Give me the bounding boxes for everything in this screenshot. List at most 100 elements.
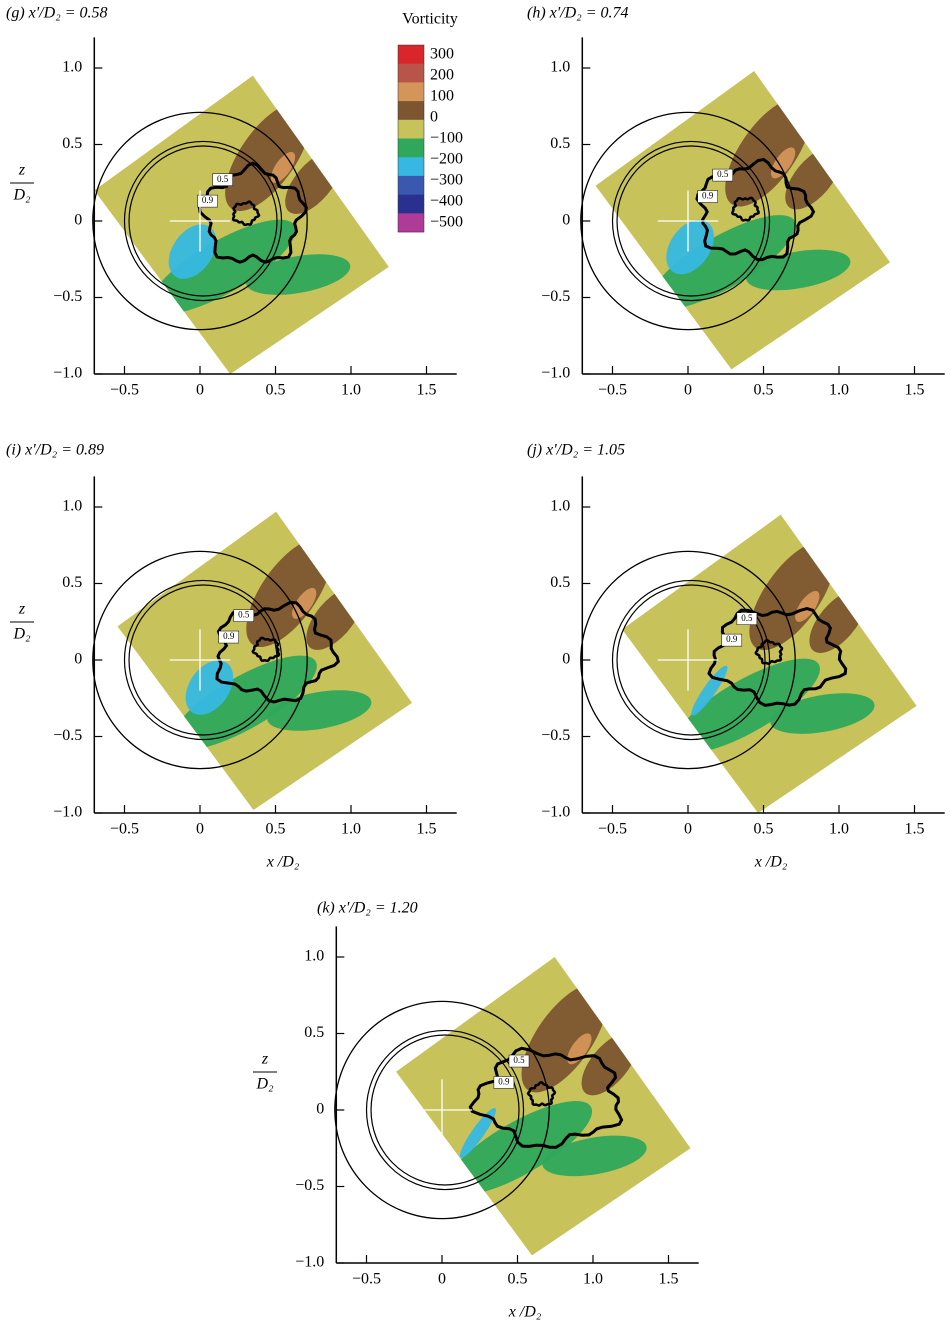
x-tick-label: 0 <box>438 1271 446 1288</box>
y-tick-label: 1.0 <box>62 498 82 515</box>
vorticity-region <box>749 541 835 651</box>
vorticity-region <box>168 224 217 279</box>
legend-label: −200 <box>430 151 463 168</box>
contour-label-box <box>197 194 218 208</box>
y-axis-label: z <box>261 1051 269 1068</box>
panel: 0.5 0.9 −0.5 0 0.5 1.0 1.5 −1.0 −0.5 0 0.5 1.0 (i) x… <box>6 442 457 871</box>
legend-frame <box>397 44 425 233</box>
legend-swatch <box>398 119 424 139</box>
vorticity-region <box>521 983 608 1093</box>
x-tick-label: 0.5 <box>508 1271 528 1288</box>
y-tick-label: 0 <box>562 651 570 668</box>
y-tick-label: 0 <box>562 212 570 229</box>
panel: 0.5 0.9 −0.5 0 0.5 1.0 1.5 −1.0 −0.5 0 0.5 1.0 (k) x… <box>253 900 699 1321</box>
y-tick-label: 0.5 <box>550 135 570 152</box>
y-axis-label: z <box>18 162 26 179</box>
y-tick-label: −0.5 <box>53 727 82 744</box>
x-tick-label: 1.5 <box>905 382 925 399</box>
vorticity-region <box>246 254 351 295</box>
contour-line <box>468 1046 624 1149</box>
x-axis-label: x /D₂ <box>266 854 300 871</box>
jet-circle <box>616 145 766 297</box>
x-axis-label: x /D₂ <box>508 1304 542 1321</box>
panel-title: (g) x'/D₂ = 0.58 <box>6 5 108 22</box>
contour-line <box>251 636 281 663</box>
vorticity-region <box>725 97 811 207</box>
vorticity-region <box>567 1033 592 1065</box>
domain <box>396 957 691 1256</box>
x-tick-label: −0.5 <box>598 821 627 838</box>
contour-label-box <box>712 168 733 182</box>
vorticity-region <box>459 1107 496 1158</box>
jet-circle <box>611 579 771 741</box>
legend-label: −300 <box>430 172 463 189</box>
contour-label: 0.5 <box>717 169 729 179</box>
contour-label: 0.5 <box>741 613 753 623</box>
panel-title: (h) x'/D₂ = 0.74 <box>527 5 629 22</box>
vorticity-region <box>542 1135 647 1177</box>
x-tick-label: −0.5 <box>110 382 139 399</box>
y-tick-label: −0.5 <box>53 288 82 305</box>
contour-label-box <box>218 630 239 644</box>
legend-swatch <box>398 138 424 158</box>
y-tick-label: −1.0 <box>53 365 82 382</box>
vorticity-region <box>445 1101 593 1196</box>
jet-circle <box>580 550 796 770</box>
contour-label: 0.5 <box>217 174 229 184</box>
vorticity-region <box>746 249 851 291</box>
jet-circle <box>616 584 766 736</box>
contour-label: 0.9 <box>498 1077 510 1087</box>
y-tick-label: 0.5 <box>550 574 570 591</box>
y-tick-label: −0.5 <box>541 288 570 305</box>
contour-label-box <box>721 633 743 647</box>
x-tick-label: 0.5 <box>266 382 286 399</box>
x-tick-label: 1.5 <box>905 821 925 838</box>
x-tick-label: −0.5 <box>110 821 139 838</box>
y-tick-label: 0.5 <box>62 574 82 591</box>
x-tick-label: 1.5 <box>417 821 437 838</box>
contour-line <box>695 157 816 262</box>
jet-circle <box>611 140 771 302</box>
panel: 0.5 0.9 −0.5 0 0.5 1.0 1.5 −1.0 −0.5 0 0.5 1.0 (g) x… <box>6 5 463 399</box>
y-tick-label: −1.0 <box>53 804 82 821</box>
x-tick-label: −0.5 <box>352 1271 381 1288</box>
panel-title: (k) x'/D₂ = 1.20 <box>317 900 418 917</box>
jet-circle <box>92 111 308 331</box>
contour-label-box <box>212 173 233 186</box>
x-tick-label: 0 <box>196 382 204 399</box>
jet-circle <box>128 584 278 736</box>
y-tick-label: 1.0 <box>550 498 570 515</box>
y-tick-label: −1.0 <box>541 365 570 382</box>
legend-swatch <box>398 157 424 177</box>
y-tick-label: 0 <box>74 212 82 229</box>
x-tick-label: 0 <box>684 821 692 838</box>
legend-label: −400 <box>430 193 463 210</box>
legend-label: −500 <box>430 214 463 231</box>
y-tick-label: −1.0 <box>295 1254 324 1271</box>
contour-line <box>730 196 760 222</box>
x-tick-label: −0.5 <box>598 382 627 399</box>
jet-circle <box>580 111 796 331</box>
vorticity-region <box>246 538 332 647</box>
contour-label: 0.5 <box>513 1055 525 1065</box>
y-tick-label: 1.0 <box>62 59 82 76</box>
x-tick-label: 0 <box>684 382 692 399</box>
legend-swatch <box>398 175 424 195</box>
x-tick-label: 1.0 <box>829 821 849 838</box>
y-tick-label: 0.5 <box>62 135 82 152</box>
contour-label: 0.9 <box>726 634 738 644</box>
field <box>149 102 351 315</box>
contour-line <box>707 607 848 707</box>
y-tick-label: 1.0 <box>304 948 324 965</box>
x-tick-label: 1.0 <box>583 1271 603 1288</box>
x-tick-label: 1.5 <box>417 382 437 399</box>
contour-label-box <box>233 609 255 622</box>
contour-line <box>197 161 308 264</box>
legend-label: 100 <box>430 88 454 105</box>
legend-swatch <box>398 63 424 83</box>
field <box>170 538 372 751</box>
contour-label: 0.5 <box>238 610 250 620</box>
legend-label: 0 <box>430 109 438 126</box>
jet-circle <box>365 1029 525 1191</box>
